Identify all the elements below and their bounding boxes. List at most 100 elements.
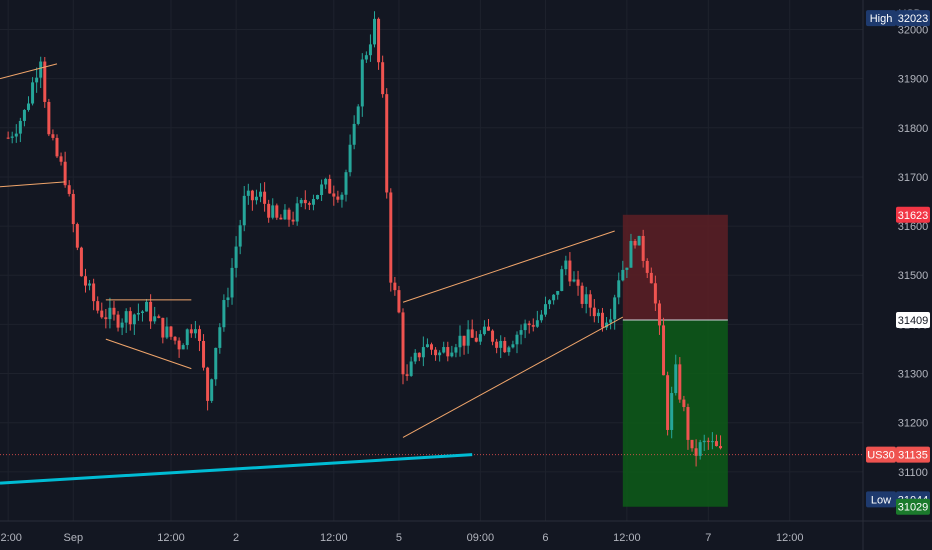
candle-body: [303, 199, 307, 204]
candle-body: [287, 209, 291, 220]
candle-body: [678, 364, 682, 400]
candle-body: [413, 352, 417, 362]
candle-body: [14, 133, 18, 137]
candle-body: [47, 101, 51, 135]
candle-body: [714, 441, 718, 447]
price-tick-label: 31600: [898, 221, 929, 233]
price-tick-label: 31200: [898, 418, 929, 430]
candle-body: [535, 320, 539, 327]
candle-body: [26, 103, 30, 110]
price-tags: High320233162331409US3031135Low310443102…: [866, 10, 930, 515]
candle-body: [10, 136, 14, 138]
candle-body: [719, 446, 723, 449]
last-price-tag: US30 31135: [866, 446, 930, 463]
candle-body: [210, 379, 214, 401]
candle-body: [507, 347, 511, 353]
candle-body: [515, 334, 519, 345]
candle-body: [307, 203, 311, 205]
lower-line-left: [0, 181, 66, 188]
candle-body: [637, 235, 641, 246]
position-zones: [0, 214, 863, 507]
target-tag-value-bg: [896, 498, 930, 515]
candle-body: [568, 260, 572, 282]
candle-body: [104, 317, 108, 320]
candle-body: [116, 314, 120, 328]
candle-body: [92, 283, 96, 302]
candle-body: [246, 190, 250, 196]
candle-body: [96, 301, 100, 311]
candle-body: [88, 283, 92, 286]
high-tag-label: High: [870, 13, 893, 25]
time-tick-label: 12:00: [0, 532, 22, 544]
candle-body: [645, 260, 649, 273]
price-tick-label: 31100: [898, 467, 928, 479]
candle-body: [328, 178, 332, 194]
candle-body: [458, 335, 462, 348]
candle-body: [576, 279, 580, 286]
candle-body: [177, 340, 181, 350]
candle-body: [311, 199, 315, 205]
last-price-tag-value-bg: [896, 446, 930, 463]
time-tick-label: 12:00: [613, 532, 641, 544]
candle-body: [214, 347, 218, 380]
time-tick-label: 12:00: [157, 532, 185, 544]
candle-body: [348, 144, 352, 173]
candle-body: [552, 294, 556, 301]
candle-body: [165, 326, 169, 338]
last-price-tag-value: 31135: [898, 450, 928, 462]
price-axis[interactable]: 3110031200313003140031500316003170031800…: [898, 24, 929, 478]
candle-body: [344, 172, 348, 195]
time-tick-label: 09:00: [467, 532, 495, 544]
candle-body: [523, 323, 527, 331]
wedge-bottom: [402, 316, 624, 438]
candle-body: [279, 217, 283, 220]
candle-body: [486, 326, 490, 331]
candle-body: [67, 185, 71, 194]
time-axis[interactable]: 12:00 Sep 12:00 2 12:00 5 09:00 6 12:00 7 12:00: [0, 532, 803, 544]
time-tick-label: 7: [705, 532, 711, 544]
entry-tag: 31409: [896, 311, 930, 328]
candle-body: [629, 240, 633, 268]
candle-body: [364, 55, 368, 60]
last-price-tag-label-bg: [866, 446, 896, 463]
candle-body: [596, 312, 600, 317]
candle-body: [430, 344, 433, 350]
candle-body: [39, 61, 43, 78]
candle-body: [254, 196, 258, 201]
candle-body: [605, 322, 609, 328]
candle-body: [560, 269, 564, 291]
candle-body: [706, 440, 710, 442]
entry-tag-value-bg: [896, 311, 930, 328]
candle-body: [145, 301, 149, 312]
candle-body: [79, 247, 83, 277]
candle-body: [112, 307, 116, 315]
candle-body: [417, 352, 421, 358]
wedge-top: [402, 230, 615, 303]
candle-body: [377, 18, 381, 63]
candle-body: [140, 311, 144, 313]
candle-body: [336, 196, 340, 200]
candle-body: [193, 329, 197, 334]
candle-body: [340, 194, 344, 200]
candle-body: [385, 94, 389, 193]
candle-body: [169, 326, 173, 337]
time-tick-label: 5: [396, 532, 402, 544]
candle-body: [474, 337, 478, 342]
candle-body: [625, 267, 629, 270]
candle-body: [283, 209, 287, 220]
candle-body: [332, 193, 336, 197]
candle-body: [393, 282, 397, 291]
candle-body: [55, 137, 59, 157]
candle-body: [157, 316, 161, 318]
stop-tag: 31623: [896, 206, 930, 223]
candle-body: [572, 279, 576, 282]
price-tick-label: 31800: [898, 123, 929, 135]
candle-body: [580, 285, 584, 304]
high-tag-value-bg: [896, 10, 930, 27]
candle-body: [527, 323, 531, 326]
candle-body: [621, 269, 625, 281]
candle-body: [161, 317, 165, 338]
candle-body: [434, 349, 438, 356]
candle-body: [641, 235, 645, 261]
